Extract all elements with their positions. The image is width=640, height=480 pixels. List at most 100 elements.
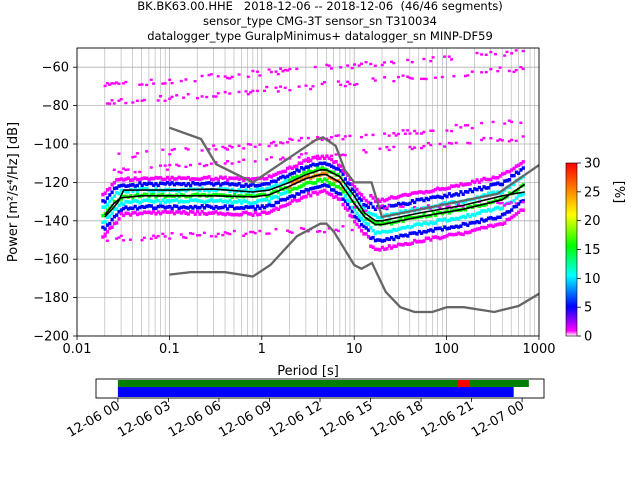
density-cell (413, 231, 417, 235)
density-cell (406, 242, 410, 246)
density-cell (480, 121, 484, 125)
density-cell (142, 210, 147, 214)
density-cell (152, 189, 156, 194)
density-cell (156, 210, 160, 214)
density-cell (413, 129, 417, 133)
density-cell (380, 239, 384, 243)
density-cell (228, 182, 232, 187)
density-cell (390, 204, 394, 208)
density-cell (320, 183, 324, 188)
density-cell (371, 205, 375, 209)
density-cell (267, 68, 271, 71)
density-cell (230, 187, 234, 192)
density-cell (341, 202, 345, 207)
density-cell (438, 236, 442, 241)
density-cell (251, 230, 255, 234)
density-cell (135, 99, 139, 103)
density-cell (219, 175, 223, 179)
density-cell (364, 226, 368, 230)
density-cell (353, 185, 357, 189)
density-cell (205, 163, 209, 167)
density-cell (422, 77, 426, 80)
density-cell (512, 199, 516, 203)
density-cell (297, 85, 301, 88)
density-cell (373, 213, 378, 217)
density-cell (487, 216, 491, 221)
density-cell (119, 177, 123, 181)
density-cell (514, 202, 518, 205)
density-cell (122, 239, 126, 242)
density-cell (429, 189, 433, 194)
density-cell (214, 235, 218, 238)
density-cell (410, 60, 414, 64)
density-cell (288, 195, 292, 199)
density-cell (186, 93, 190, 96)
density-cell (219, 186, 223, 191)
y-tick-label: −100 (33, 138, 69, 153)
density-cell (373, 207, 378, 212)
density-cell (288, 165, 292, 169)
density-cell (265, 158, 269, 161)
density-cell (290, 171, 294, 176)
density-cell (149, 176, 153, 181)
density-cell (341, 225, 345, 228)
density-cell (230, 176, 234, 180)
density-cell (198, 199, 202, 203)
density-cell (161, 192, 165, 197)
density-cell (230, 75, 234, 79)
density-cell (362, 196, 366, 200)
density-cell (128, 194, 133, 198)
density-cell (468, 182, 472, 186)
density-cell (103, 232, 107, 237)
density-cell (470, 212, 475, 217)
density-cell (406, 234, 410, 238)
density-cell (159, 204, 163, 208)
density-cell (383, 238, 387, 243)
density-cell (115, 186, 119, 190)
density-cell (348, 199, 352, 204)
density-cell (251, 69, 255, 73)
density-cell (207, 189, 211, 193)
density-cell (269, 179, 274, 184)
density-cell (135, 212, 140, 217)
density-cell (440, 187, 445, 191)
density-cell (371, 245, 375, 250)
density-cell (191, 210, 195, 214)
density-cell (138, 201, 142, 205)
density-cell (152, 176, 156, 181)
psd-density-cells (101, 49, 525, 252)
density-cell (309, 176, 313, 181)
density-cell (161, 198, 165, 202)
density-cell (156, 198, 160, 203)
density-cell (288, 178, 292, 182)
density-cell (279, 205, 283, 209)
density-cell (286, 196, 290, 201)
density-cell (362, 207, 366, 211)
density-cell (438, 226, 442, 230)
density-cell (126, 168, 130, 171)
density-cell (225, 178, 230, 182)
density-cell (380, 245, 384, 250)
density-cell (214, 181, 218, 186)
density-cell (304, 158, 308, 162)
density-cell (424, 189, 428, 194)
density-cell (258, 74, 262, 77)
density-cell (401, 201, 405, 206)
density-cell (461, 232, 465, 237)
density-cell (126, 200, 130, 204)
density-cell (487, 208, 491, 212)
density-cell (309, 163, 313, 168)
density-cell (327, 163, 331, 167)
density-cell (149, 237, 153, 240)
density-cell (202, 200, 207, 205)
density-cell (364, 221, 368, 226)
density-cell (237, 73, 241, 76)
density-cell (420, 197, 424, 201)
density-cell (517, 171, 521, 175)
density-cell (403, 241, 408, 246)
density-cell (463, 124, 467, 127)
density-cell (392, 79, 396, 83)
density-cell (124, 205, 128, 209)
density-cell (219, 205, 223, 210)
density-cell (225, 207, 230, 211)
